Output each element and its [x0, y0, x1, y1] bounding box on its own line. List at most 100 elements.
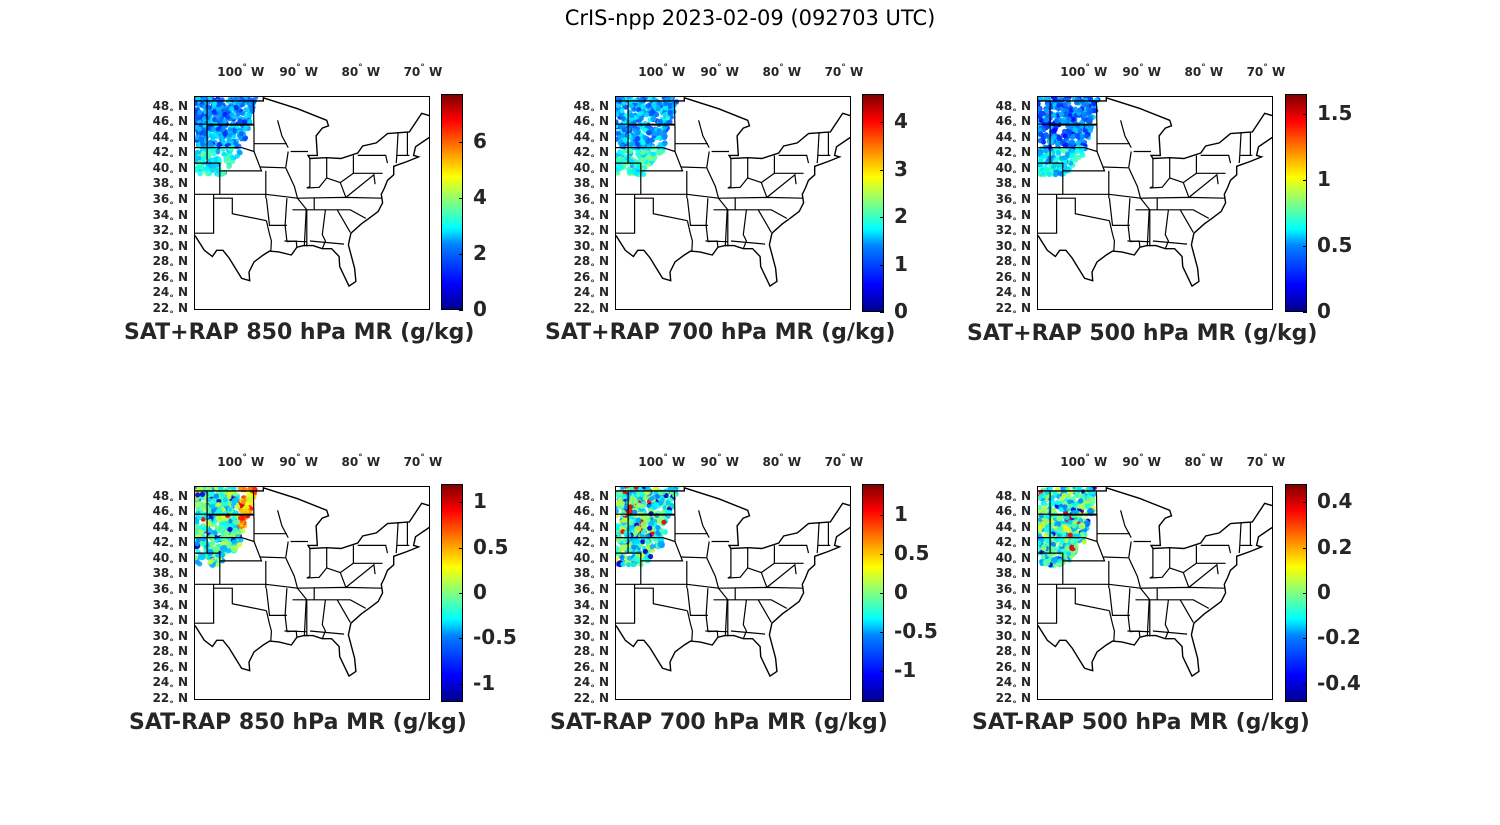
lat-label: 26° N	[995, 659, 1031, 679]
lat-label: 36° N	[152, 192, 188, 212]
map-canvas	[1038, 97, 1272, 288]
colorbar-tick-mark	[880, 631, 884, 633]
lat-label: 42° N	[573, 145, 609, 165]
lon-label: 90° W	[279, 453, 318, 469]
map-plot-area	[1037, 486, 1273, 700]
lat-label: 44° N	[995, 519, 1031, 539]
lat-label: 34° N	[152, 597, 188, 617]
colorbar-tick-label: 0	[894, 580, 908, 604]
lat-label: 36° N	[995, 582, 1031, 602]
lat-label: 46° N	[995, 114, 1031, 134]
lat-label: 26° N	[152, 269, 188, 289]
colorbar-tick-mark	[1303, 245, 1307, 247]
lat-label: 36° N	[573, 192, 609, 212]
state-boundaries	[195, 487, 429, 678]
lat-label: 28° N	[995, 644, 1031, 664]
colorbar-tick-mark	[1303, 502, 1307, 504]
colorbar-tick-label: 1	[894, 251, 908, 276]
colorbar-tick-label: -1	[473, 670, 496, 695]
lat-label: 42° N	[995, 145, 1031, 165]
lat-label: 44° N	[152, 519, 188, 539]
lon-label: 80° W	[341, 453, 381, 469]
lon-label: 70° W	[824, 63, 864, 79]
colorbar-tick-mark	[459, 141, 463, 143]
colorbar-tick-mark	[880, 670, 884, 672]
lat-label: 42° N	[573, 535, 609, 555]
lat-label: 48° N	[152, 488, 188, 508]
colorbar-tick-mark	[1303, 179, 1307, 181]
colorbar-tick-mark	[1303, 312, 1307, 313]
lat-label: 32° N	[995, 613, 1031, 633]
lat-label: 38° N	[573, 176, 609, 196]
colorbar-tick-mark	[880, 312, 884, 313]
lat-label: 28° N	[995, 254, 1031, 274]
lat-label: 36° N	[573, 582, 609, 602]
colorbar-tick-mark	[459, 502, 463, 504]
colorbar-tick-mark	[880, 264, 884, 266]
panel-title: SAT-RAP 700 hPa MR (g/kg)	[550, 710, 888, 735]
colorbar-tick-label: 0	[1317, 299, 1331, 323]
lat-label: 38° N	[152, 566, 188, 586]
lat-label: 22° N	[573, 301, 609, 320]
lat-label: 28° N	[573, 644, 609, 664]
lat-label: 36° N	[995, 192, 1031, 212]
lat-label: 42° N	[152, 535, 188, 555]
lat-label: 26° N	[995, 269, 1031, 289]
colorbar-tick-label: 0	[1317, 580, 1331, 604]
colorbar-tick-mark	[880, 515, 884, 517]
lat-label: 48° N	[573, 488, 609, 508]
lon-label: 100° W	[1060, 63, 1108, 79]
colorbar-tick-mark	[459, 310, 463, 311]
lat-label: 22° N	[995, 691, 1031, 710]
state-boundaries	[616, 487, 850, 678]
colorbar-tick-label: -0.5	[894, 618, 938, 643]
lat-label: 30° N	[152, 238, 188, 258]
state-boundaries	[1038, 487, 1272, 678]
colorbar-tick-mark	[459, 197, 463, 199]
observation-dots	[1038, 97, 1101, 178]
map-plot-area	[194, 96, 430, 310]
lat-label: 48° N	[573, 98, 609, 118]
lat-label: 30° N	[573, 628, 609, 648]
lon-label: 100° W	[638, 453, 686, 469]
lat-label: 34° N	[995, 597, 1031, 617]
lat-label: 32° N	[152, 223, 188, 243]
lat-label: 22° N	[573, 691, 609, 710]
observation-dots	[616, 97, 680, 178]
lat-label: 44° N	[573, 129, 609, 149]
map-canvas	[1038, 487, 1272, 678]
lat-label: 40° N	[152, 160, 188, 180]
lon-label: 80° W	[1184, 453, 1224, 469]
map-canvas	[616, 487, 850, 678]
map-plot-area	[1037, 96, 1273, 310]
lat-label: 32° N	[573, 223, 609, 243]
colorbar-tick-label: -0.5	[473, 625, 517, 650]
panel-title: SAT+RAP 700 hPa MR (g/kg)	[545, 320, 896, 345]
colorbar-tick-label: 1.5	[1317, 100, 1353, 125]
lon-label: 70° W	[403, 63, 443, 79]
lat-label: 48° N	[152, 98, 188, 118]
lat-label: 44° N	[995, 129, 1031, 149]
lat-label: 24° N	[152, 285, 188, 305]
lat-label: 24° N	[995, 285, 1031, 305]
lat-label: 26° N	[573, 269, 609, 289]
lat-label: 46° N	[573, 504, 609, 524]
lat-label: 40° N	[573, 160, 609, 180]
lat-label: 46° N	[152, 114, 188, 134]
lat-label: 34° N	[573, 207, 609, 227]
colorbar-tick-mark	[880, 169, 884, 171]
colorbar-tick-label: 1	[473, 489, 487, 514]
lat-label: 46° N	[573, 114, 609, 134]
colorbar-tick-mark	[459, 593, 463, 594]
colorbar-tick-mark	[880, 217, 884, 219]
panel-title: SAT+RAP 850 hPa MR (g/kg)	[124, 320, 475, 345]
observation-dots	[195, 97, 259, 178]
map-canvas	[195, 487, 429, 678]
lat-label: 38° N	[995, 176, 1031, 196]
lon-label: 70° W	[824, 453, 864, 469]
map-plot-area	[194, 486, 430, 700]
map-canvas	[195, 97, 429, 288]
lat-label: 30° N	[995, 238, 1031, 258]
lon-label: 80° W	[762, 63, 802, 79]
panel-title: SAT-RAP 500 hPa MR (g/kg)	[972, 710, 1310, 735]
